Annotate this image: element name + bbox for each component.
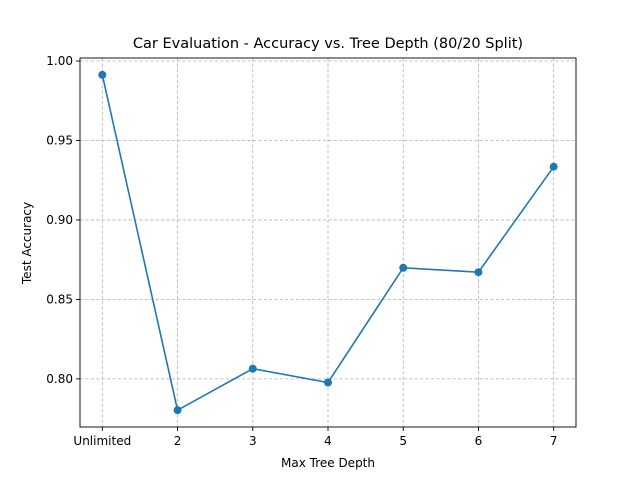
data-point	[173, 406, 182, 415]
data-point	[549, 162, 558, 171]
data-point	[248, 364, 257, 373]
x-axis-label: Max Tree Depth	[281, 456, 375, 470]
y-tick-label: 0.90	[46, 213, 73, 227]
data-point	[324, 378, 332, 387]
y-tick-label: 0.80	[46, 372, 73, 386]
series-layer	[98, 70, 558, 415]
x-tick-label: 5	[399, 434, 407, 448]
y-tick-label: 0.95	[46, 133, 73, 147]
y-axis-ticks: 0.80 0.85 0.90 0.95 1.00	[46, 54, 80, 386]
y-axis-label: Test Accuracy	[20, 202, 34, 285]
x-tick-label: 2	[174, 434, 182, 448]
data-point	[474, 268, 483, 277]
x-tick-label: 6	[475, 434, 483, 448]
y-tick-label: 1.00	[46, 54, 73, 68]
data-point	[98, 70, 107, 79]
chart-title: Car Evaluation - Accuracy vs. Tree Depth…	[133, 36, 523, 52]
x-tick-label: 7	[550, 434, 558, 448]
x-tick-label: 3	[249, 434, 257, 448]
data-point	[399, 263, 408, 272]
y-tick-label: 0.85	[46, 292, 73, 306]
grid-layer	[80, 58, 576, 427]
x-tick-label: Unlimited	[73, 434, 131, 448]
x-axis-ticks: Unlimited 2 3 4 5 6 7	[73, 427, 558, 448]
x-tick-label: 4	[324, 434, 332, 448]
